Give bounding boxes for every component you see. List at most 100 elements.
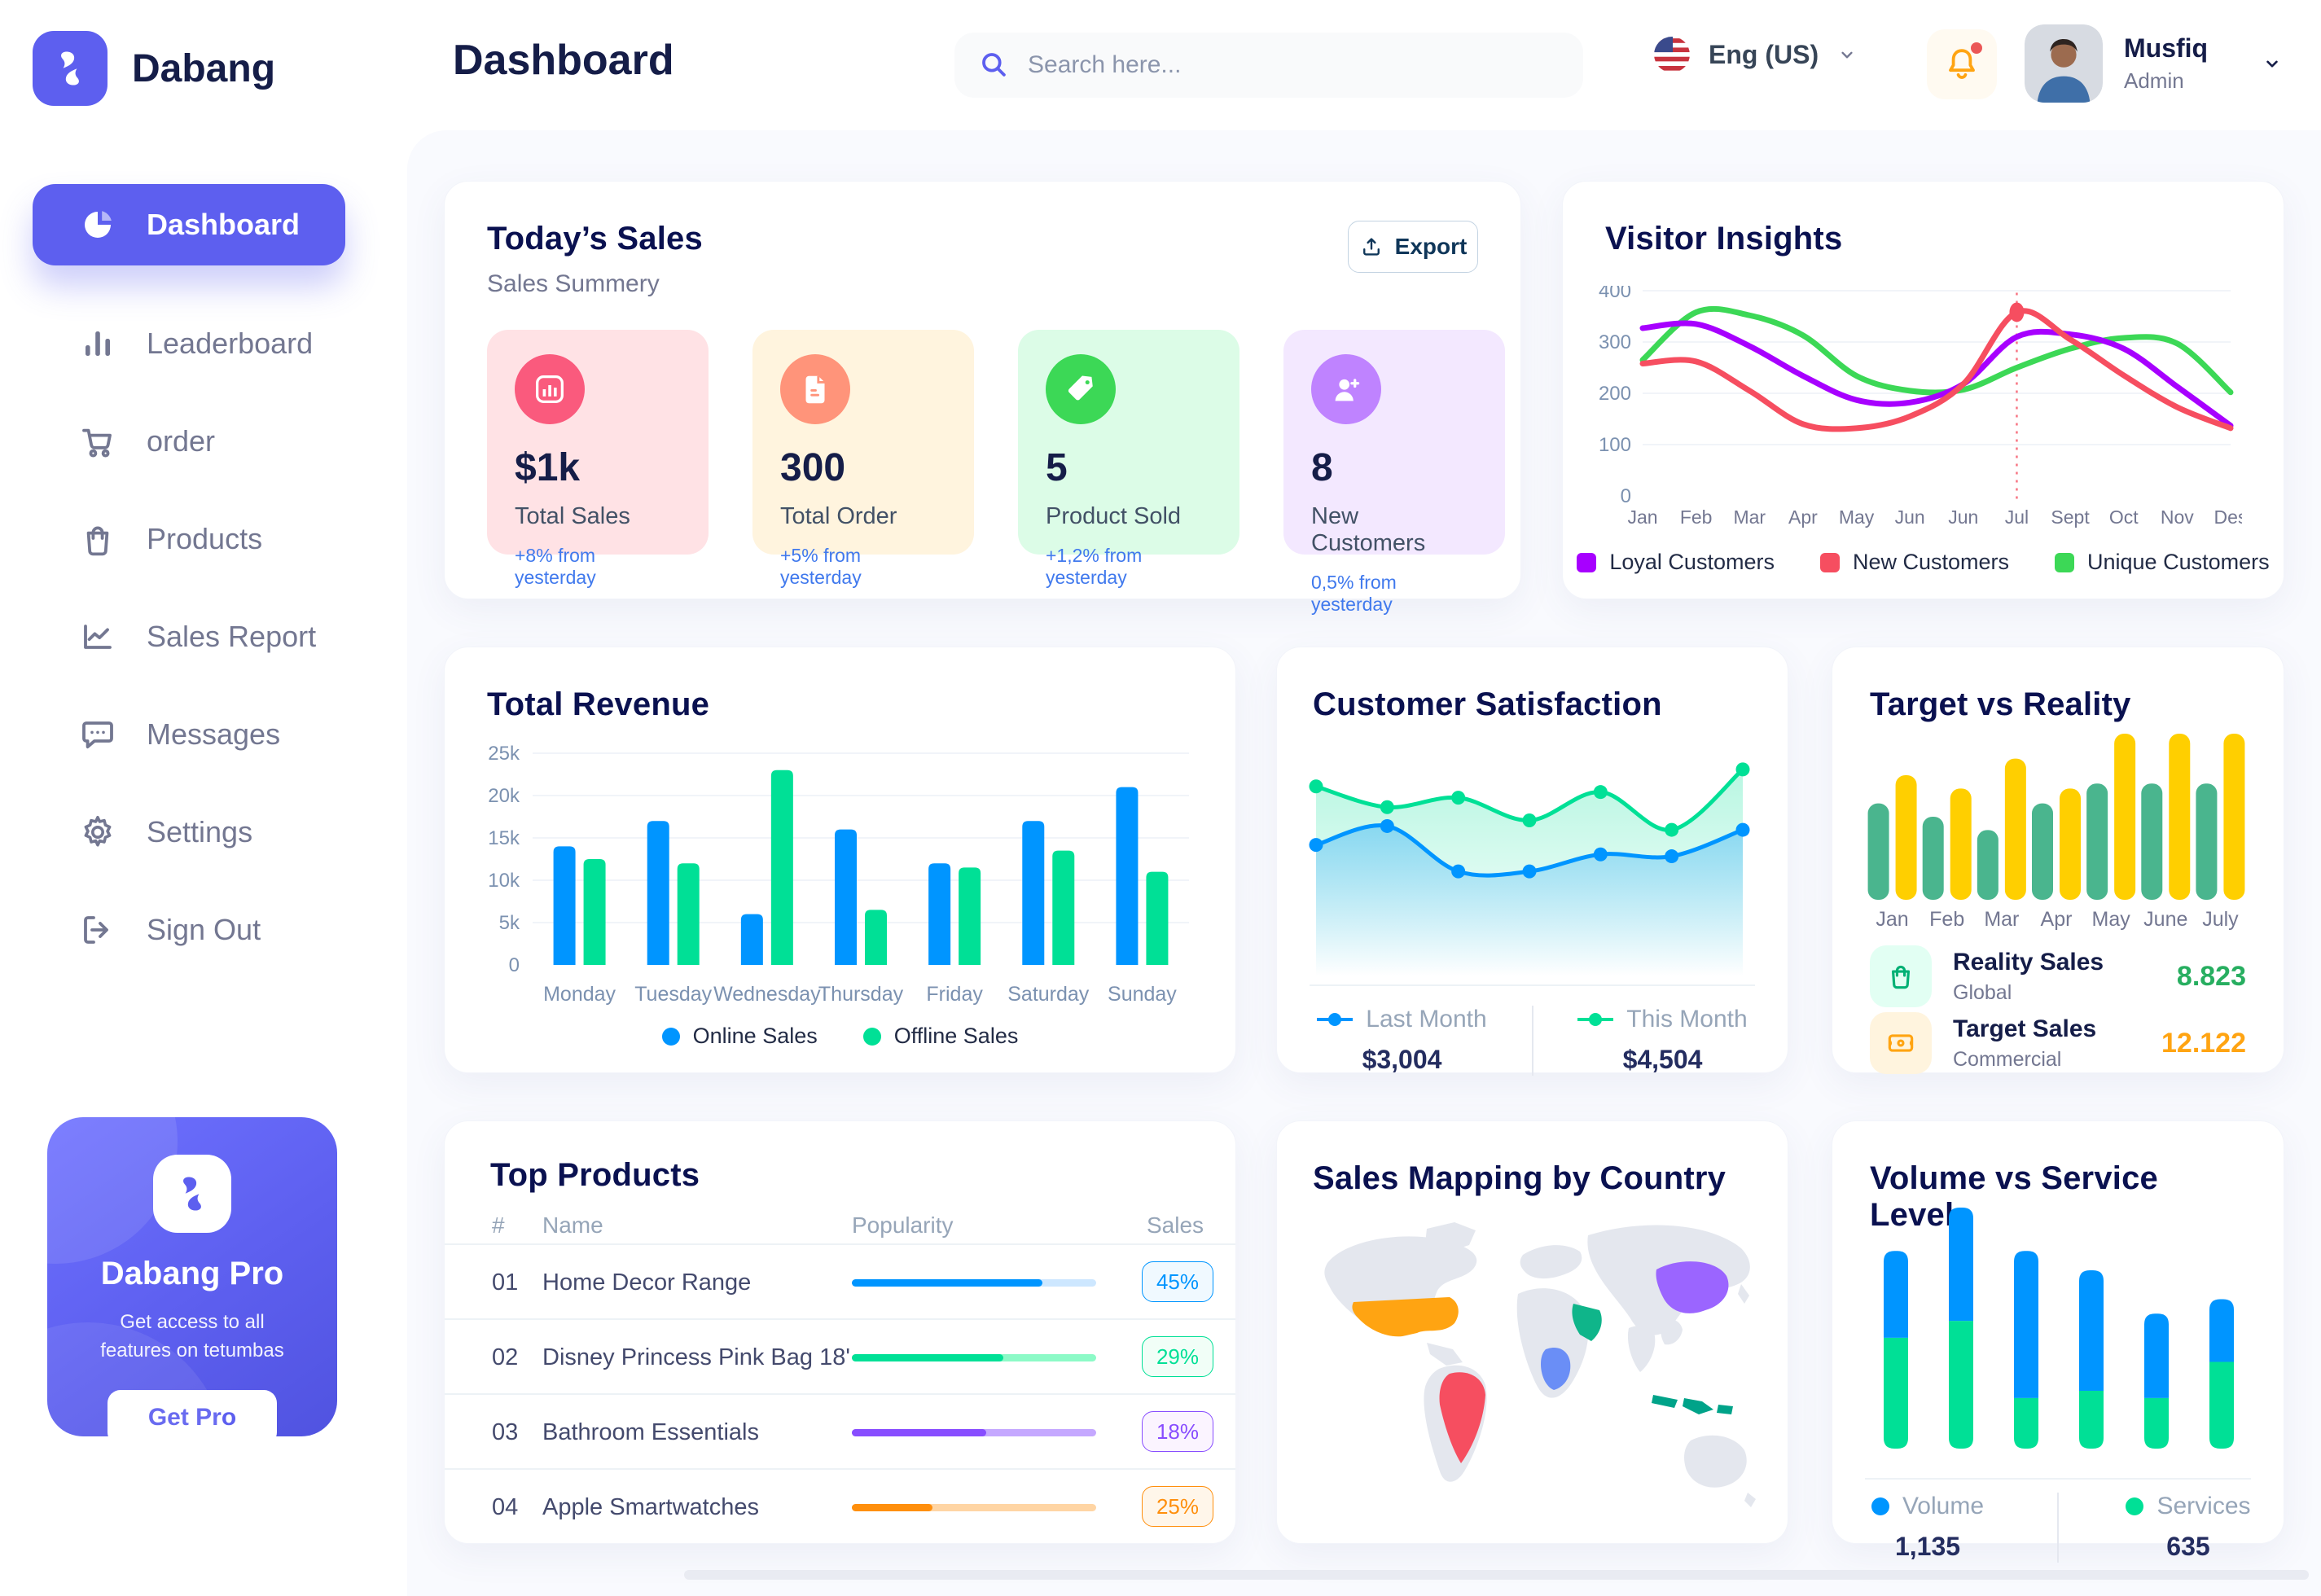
horizontal-scrollbar[interactable] (684, 1570, 2309, 1580)
sales-card-label: Total Sales (515, 503, 630, 529)
table-row[interactable]: 03 Bathroom Essentials 18% (445, 1393, 1235, 1468)
svg-text:400: 400 (1599, 286, 1631, 302)
product-number: 01 (492, 1269, 519, 1296)
sidebar-item-leaderboard[interactable]: Leaderboard (33, 303, 345, 384)
export-button[interactable]: Export (1348, 221, 1478, 273)
top-products-rows: 01 Home Decor Range 45% 02 Disney Princess P… (445, 1243, 1235, 1543)
user-name: Musfiq (2124, 33, 2209, 63)
legend-item: Online Sales (661, 1024, 818, 1049)
svg-text:Sunday: Sunday (1108, 983, 1177, 1006)
table-row[interactable]: 04 Apple Smartwatches 25% (445, 1468, 1235, 1543)
todays-sales-title: Today’s Sales (487, 221, 703, 256)
sales-card-delta: +1,2% from yesterday (1046, 545, 1143, 588)
popularity-bar (852, 1354, 1096, 1361)
chevron-down-icon (1841, 51, 1853, 59)
sales-summary-cards: $1k Total Sales +8% from yesterday 300 Total… (487, 330, 1505, 615)
sidebar-item-sales-report[interactable]: Sales Report (33, 596, 345, 677)
total-revenue-chart: 0 5k 10k 15k 20k 25k Monday Tuesday WednesdayThu… (488, 743, 1189, 1006)
popularity-bar (852, 1504, 1096, 1511)
bars-icon (78, 324, 117, 363)
new-user-icon (1311, 354, 1381, 424)
sales-card-delta: +5% from yesterday (780, 545, 862, 588)
search-bar[interactable] (954, 33, 1583, 98)
map-saudi-arabia (1572, 1304, 1602, 1341)
sidebar-item-dashboard[interactable]: Dashboard (33, 184, 345, 265)
sidebar-item-label: Messages (147, 717, 281, 751)
page-title: Dashboard (453, 37, 674, 84)
search-input[interactable] (1028, 51, 1516, 79)
map-se-asia (1661, 1318, 1683, 1345)
get-pro-button[interactable]: Get Pro (107, 1389, 277, 1436)
svg-text:20k: 20k (488, 785, 520, 807)
export-label: Export (1394, 234, 1468, 259)
sales-card-value: 5 (1046, 446, 1068, 489)
svg-text:Friday: Friday (926, 983, 983, 1006)
table-row[interactable]: 02 Disney Princess Pink Bag 18' 29% (445, 1318, 1235, 1393)
signout-icon (78, 910, 117, 949)
notifications-button[interactable] (1927, 29, 1997, 99)
sales-card-label: New Customers (1311, 503, 1426, 556)
sales-card-label: Total Order (780, 503, 897, 529)
pro-upsell-card: Dabang Pro Get access to all features on… (47, 1117, 337, 1436)
legend-item-reality-sales: Reality Sales Global 8.823 (1870, 945, 2246, 1007)
svg-text:200: 200 (1599, 383, 1631, 405)
app-logo-icon (33, 31, 107, 106)
todays-sales-subtitle: Sales Summery (487, 270, 660, 297)
customer-satisfaction-title: Customer Satisfaction (1313, 686, 1662, 722)
profile-menu[interactable]: Musfiq Admin (2025, 24, 2283, 103)
ticket-legend-icon (1870, 1012, 1932, 1074)
sidebar-item-label: Settings (147, 815, 253, 848)
target-vs-reality-chart: Jan Feb Mar Apr May June July (1867, 734, 2245, 931)
svg-text:Saturday: Saturday (1007, 983, 1090, 1006)
pie-icon (78, 205, 117, 244)
sales-card-label: Product Sold (1046, 503, 1182, 529)
gear-icon (78, 813, 117, 852)
sales-badge: 29% (1142, 1336, 1213, 1377)
target-vs-reality-title: Target vs Reality (1870, 686, 2131, 722)
map-europe (1520, 1245, 1582, 1279)
table-row[interactable]: 01 Home Decor Range 45% (445, 1243, 1235, 1318)
svg-text:Sept: Sept (2051, 506, 2090, 528)
map-africa (1516, 1288, 1589, 1398)
map-new-zealand (1744, 1493, 1756, 1507)
svg-text:Mar: Mar (1733, 506, 1766, 528)
sidebar-item-order[interactable]: order (33, 401, 345, 482)
legend-divider (2057, 1493, 2059, 1563)
top-products-title: Top Products (490, 1157, 700, 1193)
svg-text:300: 300 (1599, 331, 1631, 353)
sales-badge: 18% (1142, 1411, 1213, 1452)
svg-text:Feb: Feb (1680, 506, 1713, 528)
visitor-insights-legend: Loyal Customers New Customers Unique Custo… (1563, 550, 2284, 575)
popularity-bar (852, 1429, 1096, 1436)
map-indonesia (1652, 1395, 1733, 1414)
sales-badge: 45% (1142, 1261, 1213, 1302)
legend-item-last-month: Last Month $3,004 (1309, 1006, 1496, 1075)
column-popularity: Popularity (852, 1212, 954, 1238)
sidebar-item-products[interactable]: Products (33, 498, 345, 580)
sidebar-item-messages[interactable]: Messages (33, 694, 345, 775)
svg-text:Apr: Apr (1788, 506, 1818, 528)
svg-text:15k: 15k (488, 827, 520, 849)
map-india (1627, 1326, 1656, 1372)
svg-text:Jan: Jan (1876, 908, 1908, 931)
export-icon (1362, 238, 1380, 256)
svg-text:Tuesday: Tuesday (634, 983, 712, 1006)
svg-text:Jan: Jan (1627, 506, 1657, 528)
sidebar-item-label: Dashboard (147, 208, 301, 241)
map-central-america (1427, 1343, 1463, 1366)
sidebar-item-settings[interactable]: Settings (33, 791, 345, 873)
svg-text:Jun: Jun (1948, 506, 1978, 528)
sidebar-item-sign-out[interactable]: Sign Out (33, 889, 345, 971)
language-selector[interactable]: Eng (US) (1653, 36, 1858, 73)
map-brazil (1439, 1372, 1485, 1463)
map-china (1656, 1261, 1729, 1313)
sales-mapping-panel: Sales Mapping by Country (1276, 1120, 1788, 1544)
stat-chart-icon (515, 354, 585, 424)
sales-card-new-customers: 8 New Customers 0,5% from yesterday (1283, 330, 1505, 615)
svg-text:July: July (2202, 908, 2239, 931)
product-name: Apple Smartwatches (542, 1494, 759, 1520)
map-japan (1738, 1284, 1749, 1304)
svg-text:5k: 5k (499, 912, 520, 934)
bell-icon (1949, 49, 1975, 79)
svg-text:Oct: Oct (2109, 506, 2139, 528)
